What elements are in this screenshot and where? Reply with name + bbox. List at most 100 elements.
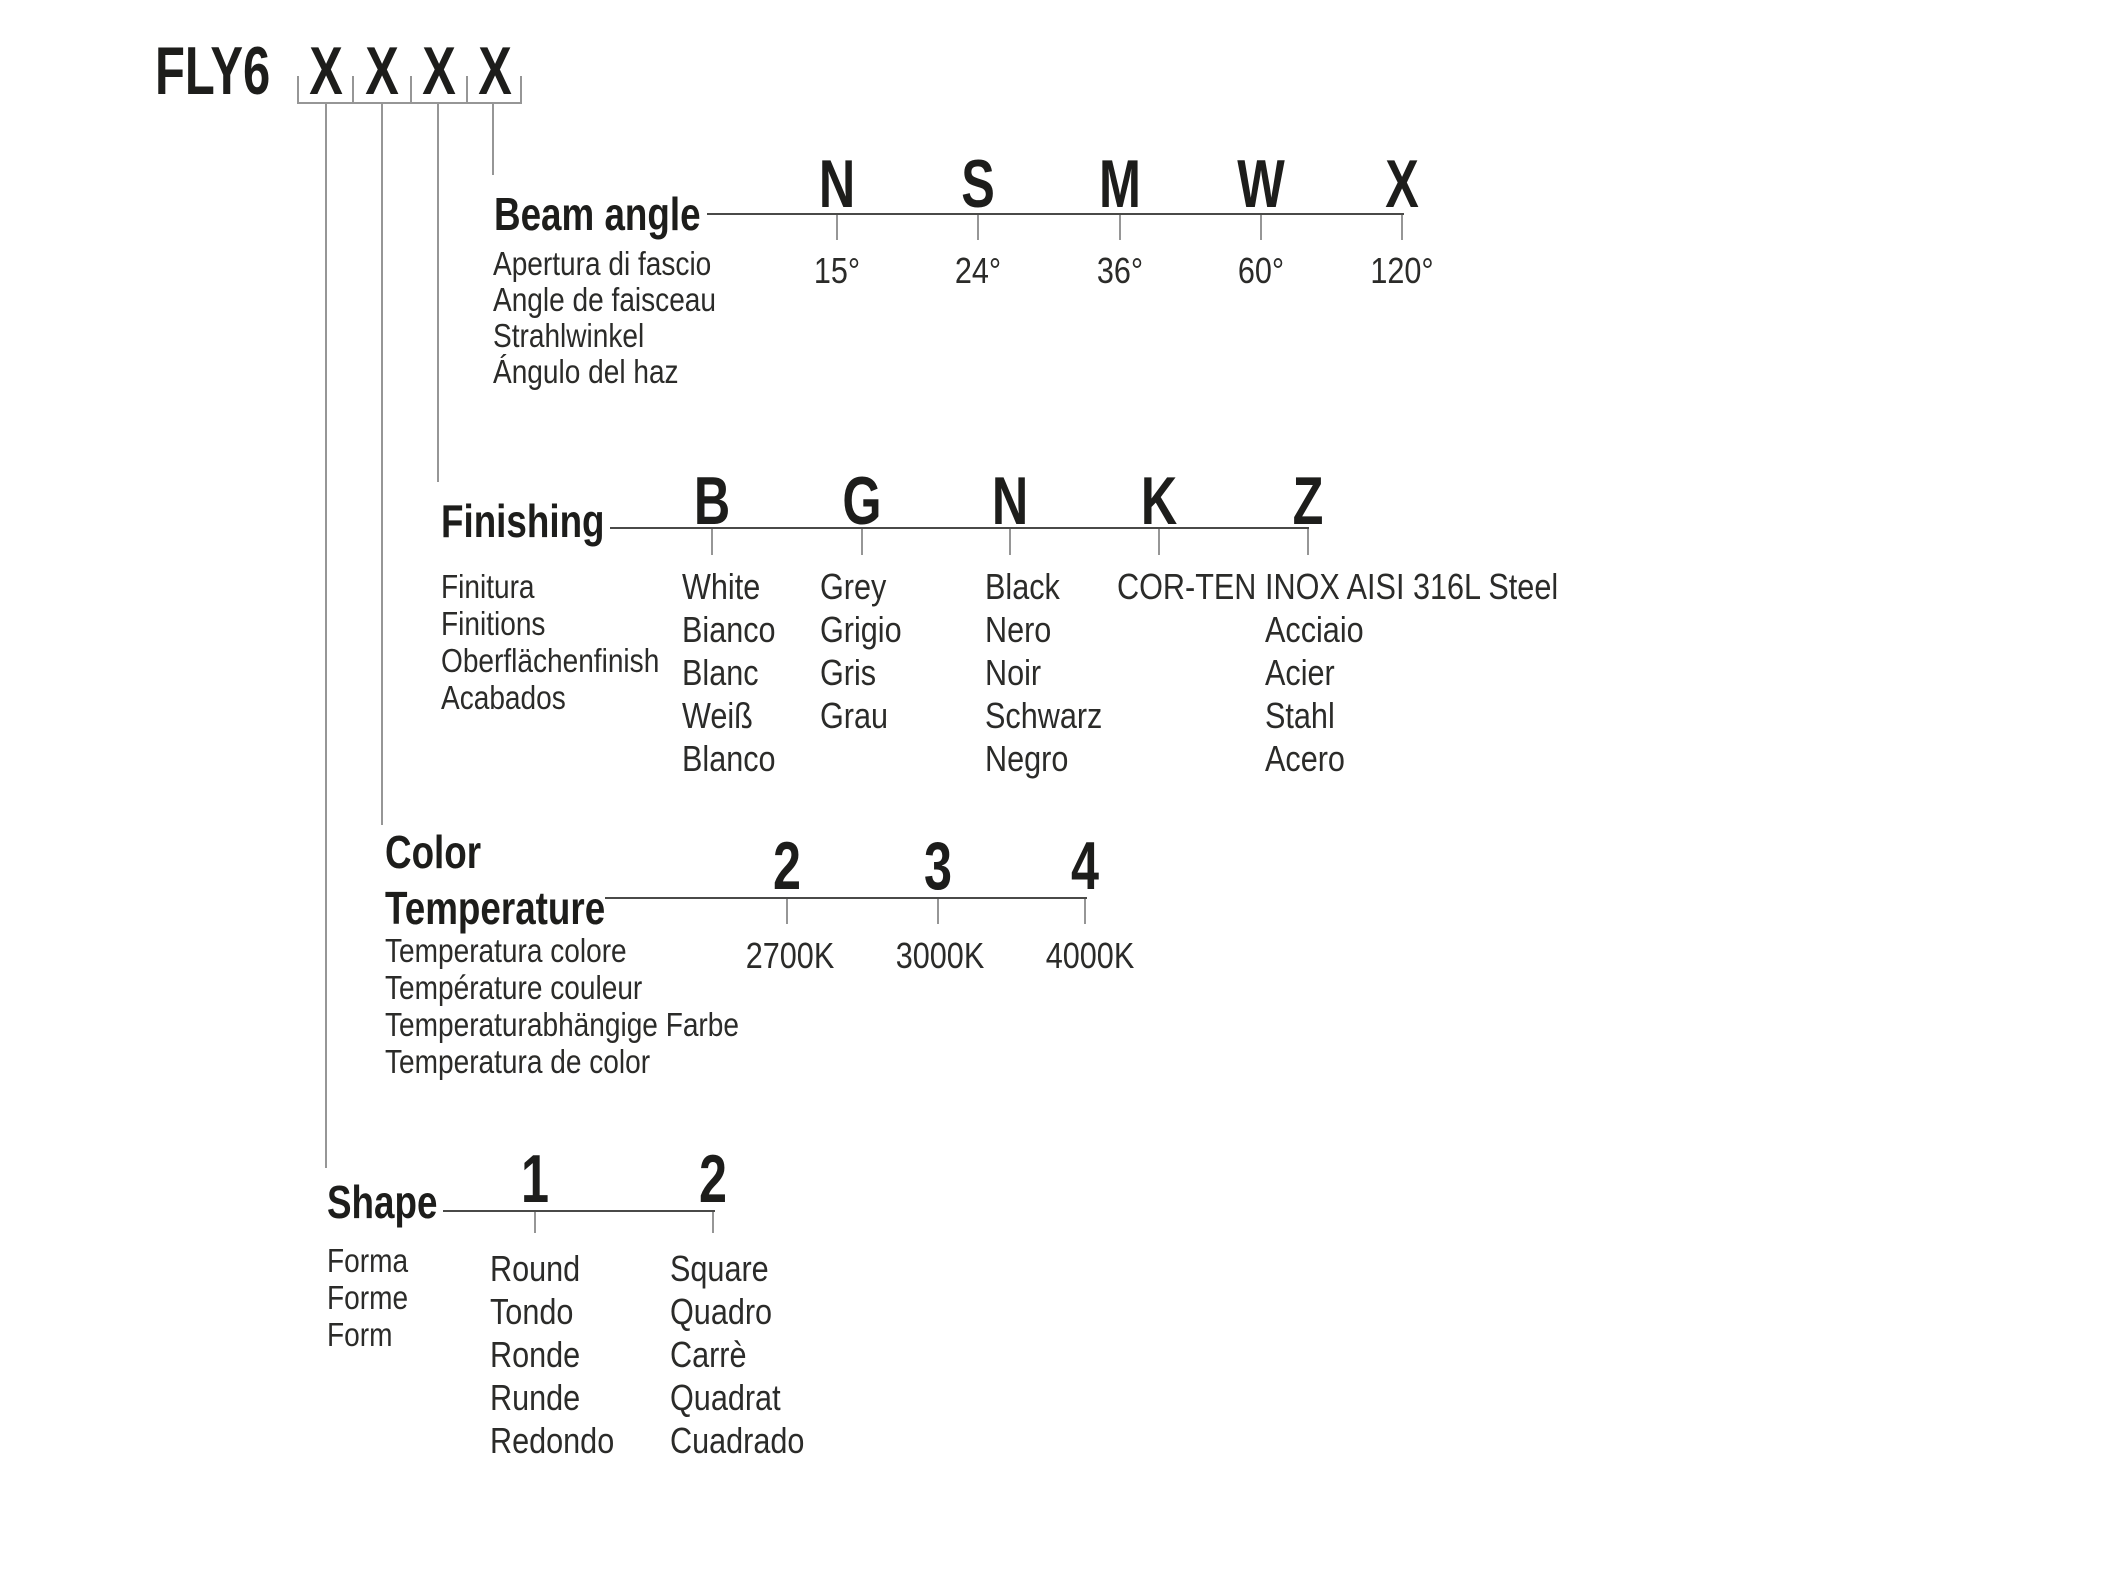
shape-option-label: Quadrat: [670, 1377, 781, 1418]
beam-angle-value-36: 36°: [1096, 250, 1144, 291]
shape-translation-fr: Forme: [327, 1279, 409, 1316]
finishing-option-label: Grau: [820, 695, 889, 736]
shape-code-1: 1: [521, 1141, 549, 1217]
color-temperature-heading: Color Temperature: [385, 829, 605, 932]
finishing-option-label: White: [682, 566, 761, 607]
finishing-option-label: INOX AISI 316L Steel: [1265, 566, 1559, 607]
product-code-prefix: FLY6: [155, 33, 271, 109]
finishing-code-g: G: [842, 463, 882, 539]
shape-option-label: Round: [490, 1248, 581, 1289]
product-code-placeholder-2: X: [365, 33, 399, 109]
color-temperature-translation-fr: Température couleur: [385, 969, 643, 1006]
bracket-tick: [520, 76, 522, 104]
scale-tick: [534, 1212, 536, 1233]
finishing-code-k: K: [1140, 463, 1178, 539]
scale-tick: [1307, 529, 1309, 555]
bracket-tick: [410, 76, 412, 104]
shape-option-label: Tondo: [490, 1291, 574, 1332]
color-temperature-translation-es: Temperatura de color: [385, 1043, 651, 1080]
color-temperature-code-3: 3: [924, 828, 952, 904]
scale-tick: [1009, 529, 1011, 555]
finishing-option-label: Grey: [820, 566, 887, 607]
color-temperature-code-4: 4: [1071, 828, 1099, 904]
scale-tick: [1084, 899, 1086, 924]
finishing-option-label: Schwarz: [985, 695, 1103, 736]
shape-heading: Shape: [327, 1176, 438, 1228]
beam-angle-code-x: X: [1385, 146, 1419, 222]
finishing-option-label: Blanco: [682, 738, 776, 779]
scale-tick: [1401, 215, 1403, 240]
finishing-translation-es: Acabados: [441, 679, 566, 716]
product-code-placeholder-3: X: [422, 33, 456, 109]
finishing-option-label: Stahl: [1265, 695, 1335, 736]
beam-angle-heading: Beam angle: [494, 188, 701, 240]
color-temperature-heading-line2: Temperature: [385, 881, 606, 934]
scale-tick: [712, 1212, 714, 1233]
shape-option-label: Ronde: [490, 1334, 581, 1375]
finishing-option-label: Negro: [985, 738, 1069, 779]
beam-angle-code-n: N: [818, 146, 856, 222]
finishing-option-label: Noir: [985, 652, 1042, 693]
finishing-option-label: Grigio: [820, 609, 902, 650]
scale-tick: [1260, 215, 1262, 240]
beam-angle-value-24: 24°: [954, 250, 1002, 291]
product-code-placeholder-4: X: [478, 33, 512, 109]
bracket-tick: [352, 76, 354, 104]
finishing-code-z: Z: [1292, 463, 1324, 539]
finishing-option-label: Acero: [1265, 738, 1345, 779]
scale-tick: [861, 529, 863, 555]
finishing-scale-rule: [610, 527, 1309, 529]
finishing-option-label: Weiß: [682, 695, 753, 736]
color-temperature-translation-de: Temperaturabhängige Farbe: [385, 1006, 739, 1043]
color-temperature-scale-rule: [605, 897, 1087, 899]
finishing-heading: Finishing: [441, 495, 605, 547]
finishing-option-label: Bianco: [682, 609, 776, 650]
shape-option-label: Cuadrado: [670, 1420, 805, 1461]
finishing-code-b: B: [693, 463, 731, 539]
color-temperature-code-2: 2: [773, 828, 801, 904]
beam-angle-value-60: 60°: [1237, 250, 1285, 291]
finishing-translation-fr: Finitions: [441, 605, 546, 642]
scale-tick: [1158, 529, 1160, 555]
scale-tick: [786, 899, 788, 924]
color-temperature-heading-line1: Color: [385, 826, 482, 878]
color-temperature-value-4000k: 4000K: [1045, 935, 1135, 976]
connector-beam-angle: [492, 102, 494, 175]
shape-option-label: Quadro: [670, 1291, 773, 1332]
scale-tick: [711, 529, 713, 555]
shape-option-label: Carrè: [670, 1334, 747, 1375]
finishing-option-label: Gris: [820, 652, 877, 693]
finishing-option-label: Acier: [1265, 652, 1335, 693]
connector-finishing: [437, 102, 439, 482]
shape-translation-it: Forma: [327, 1242, 409, 1279]
beam-angle-value-15: 15°: [813, 250, 861, 291]
shape-code-2: 2: [699, 1141, 727, 1217]
finishing-option-label: Blanc: [682, 652, 759, 693]
shape-scale-rule: [443, 1210, 715, 1212]
finishing-code-n: N: [991, 463, 1029, 539]
finishing-translation-de: Oberflächenfinish: [441, 642, 660, 679]
finishing-option-label: COR-TEN: [1117, 566, 1257, 607]
bracket-tick: [466, 76, 468, 104]
connector-color-temperature: [381, 102, 383, 825]
beam-angle-translation-it: Apertura di fascio: [493, 245, 712, 282]
connector-shape: [325, 102, 327, 1168]
beam-angle-value-120: 120°: [1370, 250, 1434, 291]
beam-angle-translation-fr: Angle de faisceau: [493, 281, 717, 318]
finishing-translation-it: Finitura: [441, 568, 535, 605]
finishing-option-label: Nero: [985, 609, 1052, 650]
finishing-option-label: Black: [985, 566, 1060, 607]
scale-tick: [977, 215, 979, 240]
scale-tick: [1119, 215, 1121, 240]
scale-tick: [836, 215, 838, 240]
shape-option-label: Square: [670, 1248, 769, 1289]
color-temperature-translation-it: Temperatura colore: [385, 932, 627, 969]
finishing-option-label: Acciaio: [1265, 609, 1364, 650]
beam-angle-code-w: W: [1237, 146, 1285, 222]
shape-option-label: Runde: [490, 1377, 581, 1418]
scale-tick: [937, 899, 939, 924]
beam-angle-code-s: S: [961, 146, 995, 222]
beam-angle-translation-de: Strahlwinkel: [493, 317, 645, 354]
color-temperature-value-3000k: 3000K: [895, 935, 985, 976]
